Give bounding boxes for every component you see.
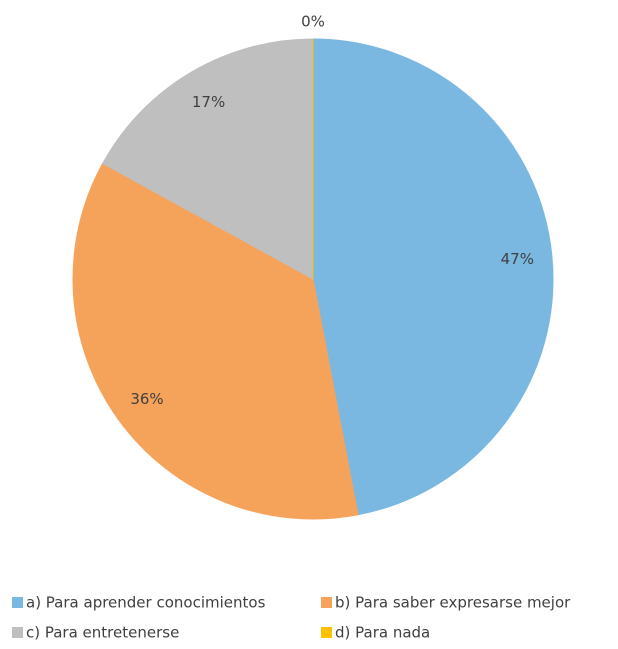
legend-swatch bbox=[321, 627, 332, 638]
legend-swatch bbox=[321, 597, 332, 608]
legend-swatch bbox=[12, 597, 23, 608]
pie-slice bbox=[102, 38, 314, 280]
data-label: 36% bbox=[130, 390, 163, 408]
pie-slice bbox=[72, 162, 359, 520]
legend-swatch bbox=[12, 627, 23, 638]
pie-slice bbox=[312, 38, 554, 516]
legend-label: d) Para nada bbox=[335, 624, 430, 642]
data-label: 0% bbox=[301, 13, 325, 31]
data-label: 47% bbox=[501, 250, 534, 268]
legend-label: a) Para aprender conocimientos bbox=[26, 594, 266, 612]
data-label: 17% bbox=[192, 93, 225, 111]
legend-label: c) Para entretenerse bbox=[26, 624, 179, 642]
legend-label: b) Para saber expresarse mejor bbox=[335, 594, 571, 612]
